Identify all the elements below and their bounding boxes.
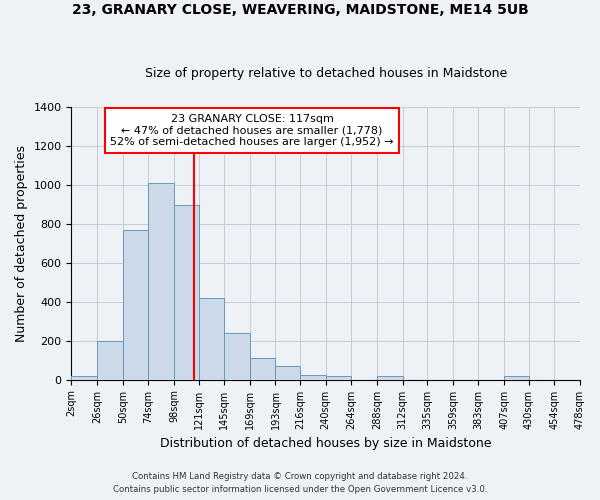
Bar: [275, 366, 300, 380]
Bar: [199, 298, 224, 380]
Bar: [224, 333, 250, 380]
Text: 23, GRANARY CLOSE, WEAVERING, MAIDSTONE, ME14 5UB: 23, GRANARY CLOSE, WEAVERING, MAIDSTONE,…: [71, 2, 529, 16]
Text: Contains HM Land Registry data © Crown copyright and database right 2024.
Contai: Contains HM Land Registry data © Crown c…: [113, 472, 487, 494]
Bar: [377, 376, 403, 380]
X-axis label: Distribution of detached houses by size in Maidstone: Distribution of detached houses by size …: [160, 437, 491, 450]
Bar: [71, 376, 97, 380]
Bar: [504, 376, 529, 380]
Text: 23 GRANARY CLOSE: 117sqm
← 47% of detached houses are smaller (1,778)
52% of sem: 23 GRANARY CLOSE: 117sqm ← 47% of detach…: [110, 114, 394, 147]
Y-axis label: Number of detached properties: Number of detached properties: [15, 145, 28, 342]
Bar: [122, 230, 148, 380]
Bar: [174, 206, 199, 380]
Title: Size of property relative to detached houses in Maidstone: Size of property relative to detached ho…: [145, 66, 507, 80]
Bar: [326, 376, 352, 380]
Bar: [148, 183, 174, 380]
Bar: [300, 375, 326, 380]
Bar: [97, 340, 122, 380]
Bar: [250, 358, 275, 380]
